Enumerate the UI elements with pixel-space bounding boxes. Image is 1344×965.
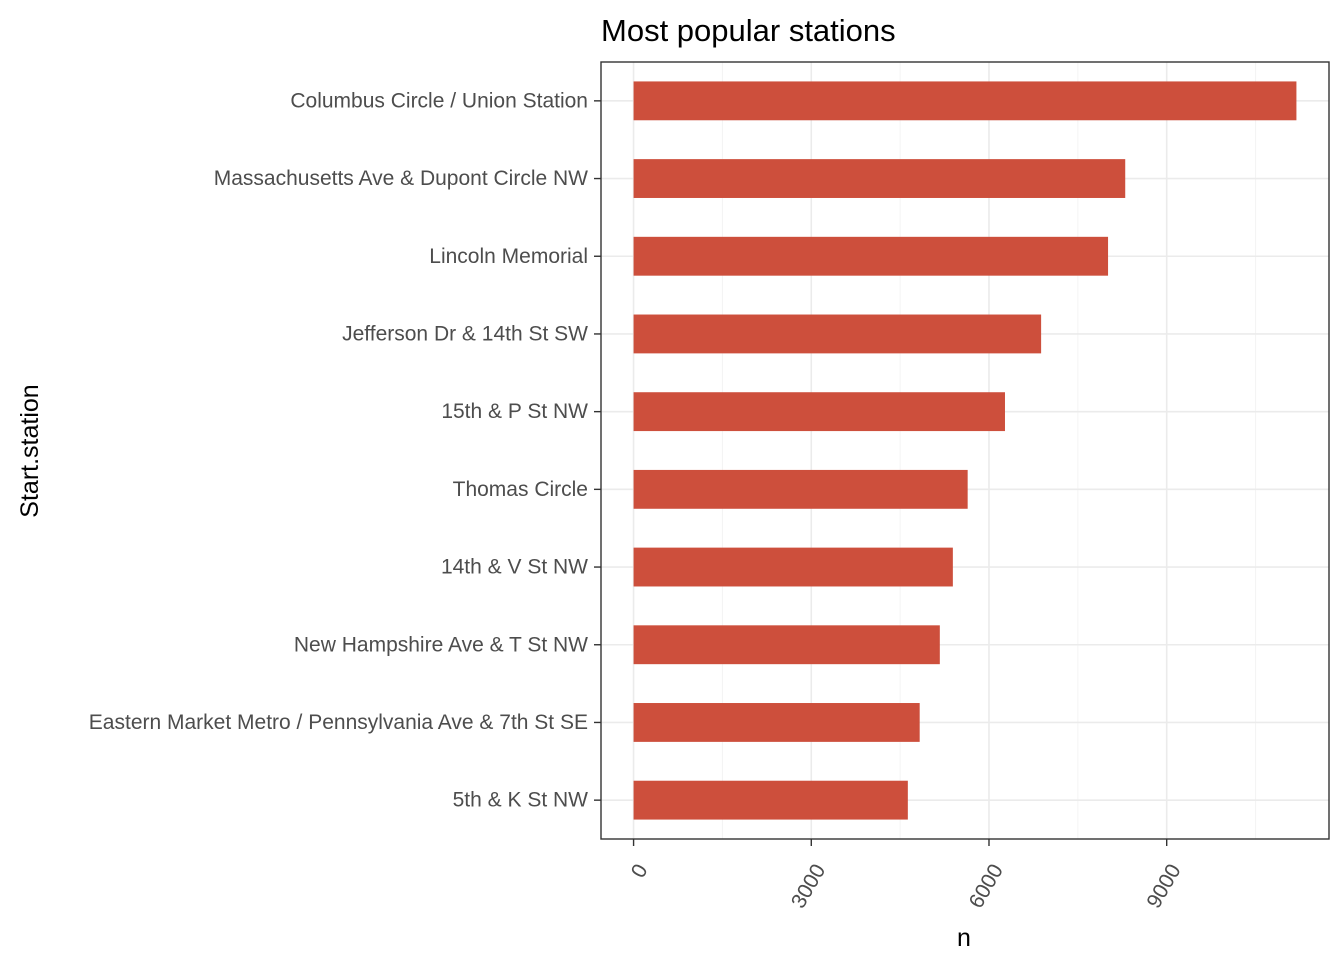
bar	[633, 236, 1109, 276]
panel-border	[600, 61, 1330, 840]
y-tick-label: New Hampshire Ave & T St NW	[294, 633, 588, 656]
chart-title: Most popular stations	[601, 13, 896, 48]
y-axis: Columbus Circle / Union Station Massachus…	[89, 89, 601, 812]
bar	[633, 314, 1042, 354]
bar	[633, 625, 940, 665]
bar	[633, 392, 1005, 432]
y-tick-label: Columbus Circle / Union Station	[290, 89, 588, 112]
bar	[633, 469, 968, 509]
x-axis-title: n	[957, 924, 971, 952]
y-tick-label: Eastern Market Metro / Pennsylvania Ave …	[89, 711, 588, 734]
x-tick-label: 3000	[787, 860, 830, 912]
y-tick-label: Lincoln Memorial	[429, 245, 588, 268]
bar	[633, 159, 1126, 198]
bars	[633, 81, 1297, 820]
bar	[633, 547, 953, 587]
y-tick-label: Massachusetts Ave & Dupont Circle NW	[214, 167, 588, 190]
x-tick-label: 6000	[965, 860, 1008, 912]
y-tick-label: 14th & V St NW	[441, 556, 588, 579]
y-tick-label: Jefferson Dr & 14th St SW	[342, 322, 588, 345]
bar	[633, 703, 920, 742]
y-tick-label: Thomas Circle	[453, 478, 588, 501]
y-tick-label: 5th & K St NW	[453, 789, 589, 812]
bar	[633, 780, 908, 820]
x-axis: 0 3000 6000 9000	[627, 839, 1186, 912]
y-axis-title: Start.station	[16, 384, 44, 517]
bar	[633, 81, 1297, 121]
y-tick-label: 15th & P St NW	[441, 400, 588, 423]
x-tick-label: 0	[627, 860, 653, 882]
x-tick-label: 9000	[1142, 860, 1185, 912]
